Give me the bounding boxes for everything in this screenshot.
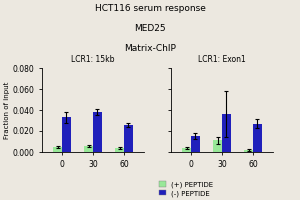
Text: LCR1: Exon1: LCR1: Exon1 bbox=[198, 55, 246, 64]
Bar bbox=[191, 136, 200, 152]
Bar bbox=[62, 117, 71, 152]
Bar bbox=[124, 125, 133, 152]
Bar bbox=[115, 148, 124, 152]
Text: LCR1: 15kb: LCR1: 15kb bbox=[71, 55, 115, 64]
Bar bbox=[84, 146, 93, 152]
Bar bbox=[222, 114, 231, 152]
Bar bbox=[253, 124, 262, 152]
Y-axis label: Fraction of input: Fraction of input bbox=[4, 81, 10, 139]
Text: HCT116 serum response: HCT116 serum response bbox=[94, 4, 206, 13]
Bar bbox=[213, 140, 222, 152]
Bar bbox=[182, 148, 191, 152]
Bar bbox=[53, 147, 62, 152]
Bar bbox=[244, 150, 253, 152]
Bar bbox=[93, 112, 102, 152]
Text: MED25: MED25 bbox=[134, 24, 166, 33]
Legend: (+) PEPTIDE, (-) PEPTIDE: (+) PEPTIDE, (-) PEPTIDE bbox=[159, 181, 213, 197]
Text: Matrix-ChIP: Matrix-ChIP bbox=[124, 44, 176, 53]
